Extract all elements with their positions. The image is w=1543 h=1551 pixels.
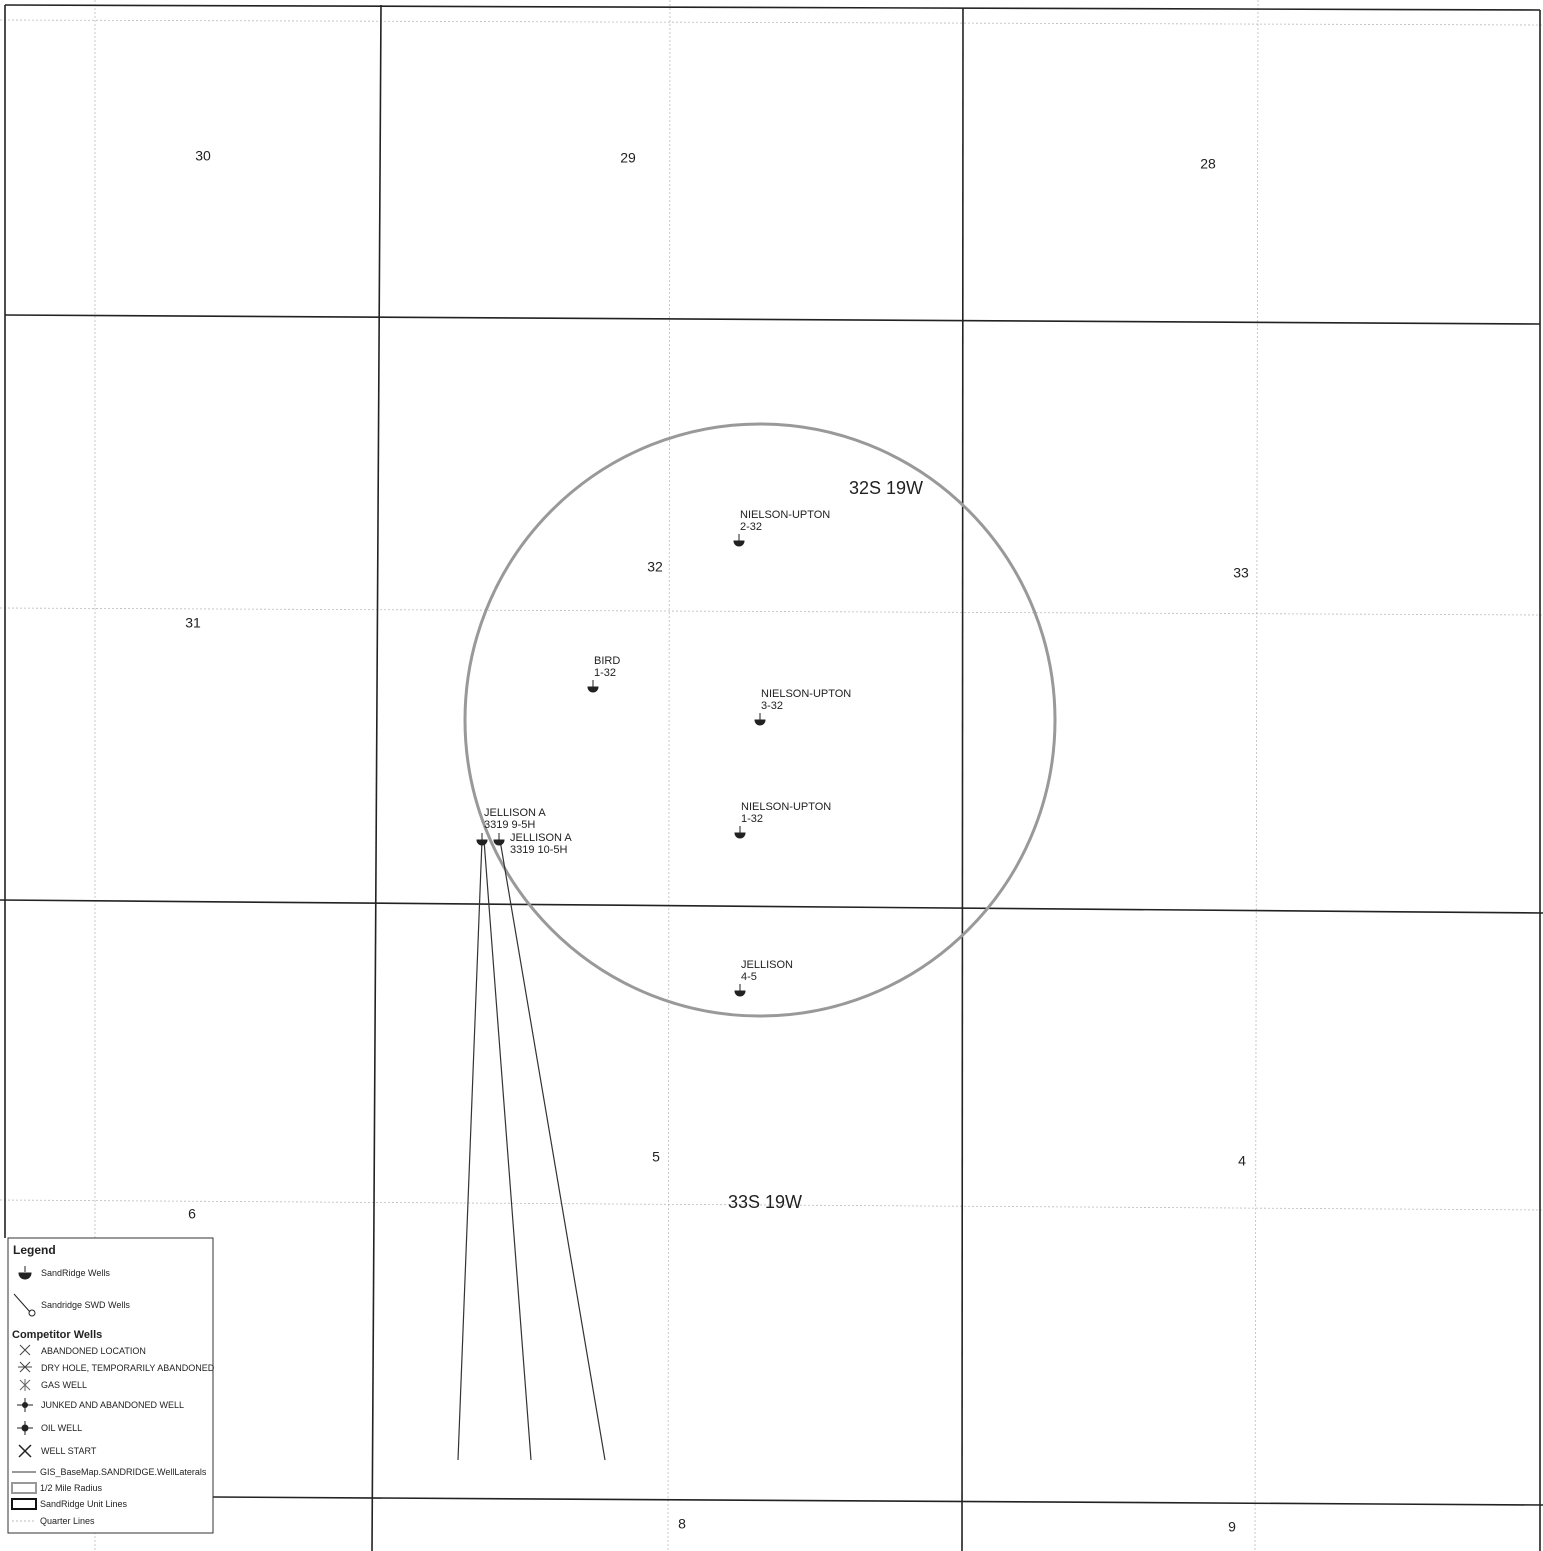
labels: 30 29 28 31 32 33 6 5 4 8 9 32S 19W 33S 19W NIELSON-U… [185, 148, 1249, 1535]
legend-item: SandRidge Unit Lines [40, 1499, 128, 1509]
legend-item: OIL WELL [41, 1423, 82, 1433]
section-number: 28 [1200, 156, 1216, 172]
half-mile-radius [463, 422, 1057, 1018]
lateral [483, 839, 532, 1461]
well-name: JELLISON A [484, 807, 546, 819]
section-line [4, 314, 1541, 325]
legend-item: GAS WELL [41, 1380, 87, 1390]
section-line [0, 899, 1543, 914]
section-number: 33 [1233, 565, 1249, 581]
well-laterals [457, 839, 606, 1461]
legend-item: DRY HOLE, TEMPORARILY ABANDONED [41, 1363, 215, 1373]
section-lines [0, 4, 1543, 1551]
legend-symbol [28, 1309, 36, 1317]
well-marker [754, 713, 766, 726]
legend-item: WELL START [41, 1446, 97, 1456]
well-number: 2-32 [740, 521, 762, 533]
lateral [457, 839, 483, 1461]
legend-item: 1/2 Mile Radius [40, 1483, 103, 1493]
quarter-line [1254, 0, 1259, 1551]
section-line [961, 7, 964, 1551]
legend-symbol [18, 1361, 32, 1373]
legend-item: Quarter Lines [40, 1516, 95, 1526]
section-number: 6 [188, 1206, 196, 1222]
legend-symbol [21, 1424, 29, 1432]
well-number: 1-32 [594, 667, 616, 679]
section-number: 4 [1238, 1153, 1246, 1169]
legend-symbol [19, 1379, 31, 1391]
section-number: 29 [620, 150, 636, 166]
legend-symbol [13, 1293, 31, 1313]
well-name: NIELSON-UPTON [740, 509, 830, 521]
well-marker [493, 833, 505, 846]
well-marker [734, 984, 746, 997]
section-line [212, 1496, 1543, 1506]
legend-item: SandRidge Wells [41, 1268, 110, 1278]
section-number: 32 [647, 559, 663, 575]
legend-symbol [18, 1266, 32, 1280]
township-label: 33S 19W [728, 1192, 802, 1212]
township-label: 32S 19W [849, 478, 923, 498]
well-marker [476, 833, 488, 846]
well-name: JELLISON A [510, 832, 572, 844]
well-number: 3-32 [761, 700, 783, 712]
legend: Legend Competitor Wells SandRidge Wells S… [7, 1237, 215, 1534]
well-number: 1-32 [741, 813, 763, 825]
legend-box [7, 1237, 214, 1534]
section-number: 5 [652, 1149, 660, 1165]
well-number: 3319 10-5H [510, 844, 568, 856]
legend-title: Legend [13, 1243, 56, 1257]
legend-symbol [11, 1498, 37, 1510]
legend-symbol [11, 1482, 37, 1494]
section-number: 9 [1228, 1519, 1236, 1535]
quarter-line [667, 0, 671, 1551]
lateral [499, 839, 606, 1461]
quarter-line [0, 607, 1543, 616]
well-number: 3319 9-5H [484, 819, 535, 831]
section-number: 31 [185, 615, 201, 631]
quarter-line [0, 19, 1543, 26]
section-line [4, 4, 1541, 11]
well-number: 4-5 [741, 971, 757, 983]
quarter-line [0, 1199, 1543, 1211]
legend-item: JUNKED AND ABANDONED WELL [41, 1400, 184, 1410]
well-name: NIELSON-UPTON [741, 801, 831, 813]
well-name: JELLISON [741, 959, 793, 971]
well-marker [733, 534, 745, 547]
section-line [371, 4, 382, 1551]
legend-subtitle: Competitor Wells [12, 1329, 102, 1341]
section-number: 30 [195, 148, 211, 164]
well-name: BIRD [594, 655, 620, 667]
well-name: NIELSON-UPTON [761, 688, 851, 700]
legend-item: Sandridge SWD Wells [41, 1300, 130, 1310]
legend-symbol [18, 1444, 32, 1458]
well-marker [587, 680, 599, 693]
well-marker [734, 826, 746, 839]
legend-item: ABANDONED LOCATION [41, 1346, 146, 1356]
legend-symbol [19, 1344, 31, 1356]
legend-symbol [22, 1402, 28, 1408]
legend-item: GIS_BaseMap.SANDRIDGE.WellLaterals [40, 1467, 207, 1477]
section-number: 8 [678, 1516, 686, 1532]
